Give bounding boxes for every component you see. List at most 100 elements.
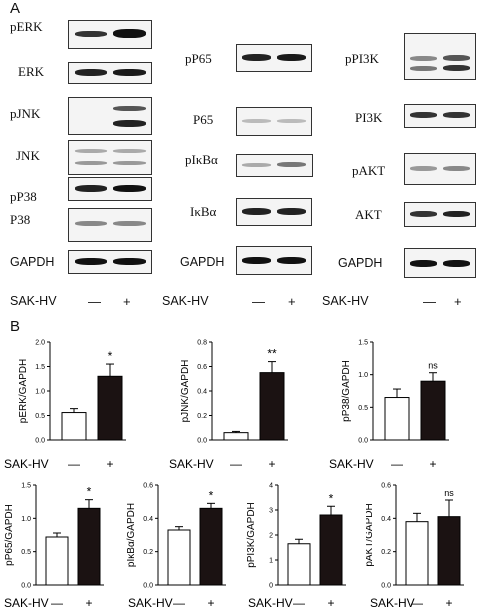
y-tick-label: 0.4 (197, 389, 207, 396)
y-tick-label: 1.0 (358, 372, 368, 379)
blot-image-pp65 (236, 44, 312, 72)
y-tick-label: 0.0 (381, 583, 391, 590)
blot-plus-3: + (454, 294, 462, 309)
blot-image-akt (404, 202, 476, 227)
x-axis-label: SAK-HV (4, 596, 49, 610)
bar-treated (437, 516, 461, 586)
bar-control (223, 432, 249, 441)
blot-treatment-label-1: SAK-HV (10, 294, 57, 308)
blot-image-pjnk (68, 97, 152, 135)
y-tick-label: 0.8 (197, 340, 207, 347)
bar-treated (420, 380, 446, 441)
y-tick-label: 2.0 (35, 340, 45, 347)
category-label-minus: — (68, 457, 80, 471)
y-tick-label: 0 (269, 583, 273, 590)
blot-label-erk: ERK (18, 64, 44, 79)
y-tick-label: 4 (269, 483, 273, 490)
bar-chart-pikba: 0.0 0.2 0.4 0.6 pIκBα/GAPDH — * + SAK-HV (126, 483, 226, 610)
y-tick-label: 0.0 (197, 438, 207, 445)
blot-image-ppi3k (404, 33, 476, 80)
bar-control (287, 543, 311, 586)
blot-label-pi3k: PI3K (355, 110, 383, 125)
y-tick-label: 0.5 (358, 405, 368, 412)
category-label-minus: — (293, 596, 305, 610)
bar-control (61, 412, 87, 441)
bar-chart-pp65: 0.0 0.5 1.0 1.5 pP65/GAPDH — * + SAK-HV (4, 483, 104, 610)
blot-label-pp65: pP65 (185, 51, 212, 66)
y-tick-label: 0.2 (197, 413, 207, 420)
y-axis-label: pP38/GAPDH (341, 360, 352, 422)
blot-image-p38 (68, 208, 152, 242)
bar-chart-perk: 0.0 0.5 1.0 1.5 2.0 pERK/GAPDH — * + SAK-HV (4, 340, 126, 471)
y-tick-label: 0.0 (21, 583, 31, 590)
y-tick-label: 0.6 (381, 483, 391, 490)
y-axis-label: pIκBα/GAPDH (126, 503, 137, 567)
y-axis-label: pAKT/GAPDH (366, 503, 375, 566)
y-tick-label: 0.4 (143, 516, 153, 523)
bar-treated (77, 507, 101, 586)
y-tick-label: 0.0 (35, 438, 45, 445)
bar-chart-pjnk: 0.0 0.2 0.4 0.6 0.8 pJNK/GAPDH — ** + SAK-HV (169, 340, 288, 471)
blot-image-gapdh-1 (68, 250, 152, 274)
blot-image-perk (68, 20, 152, 49)
blot-image-pp38 (68, 177, 152, 201)
y-tick-label: 1.5 (21, 483, 31, 490)
bar-chart-pp38: 0.0 0.5 1.0 1.5 pP38/GAPDH — ns + SAK-HV (329, 340, 449, 471)
blot-treatment-label-2: SAK-HV (162, 294, 209, 308)
blot-image-pi3k (404, 104, 476, 128)
y-tick-label: 1.0 (35, 389, 45, 396)
blot-minus-1: — (88, 294, 101, 309)
blot-minus-2: — (252, 294, 265, 309)
y-axis-label: pPI3K/GAPDH (246, 502, 257, 568)
y-tick-label: 0.6 (143, 483, 153, 490)
bar-treated (259, 372, 285, 441)
significance-marker: ns (444, 488, 454, 498)
blot-image-jnk (68, 140, 152, 175)
category-label-plus: + (268, 457, 275, 471)
y-tick-label: 1.0 (21, 516, 31, 523)
bar-control (167, 529, 191, 586)
category-label-plus: + (445, 596, 452, 610)
blot-label-gapdh-3: GAPDH (338, 256, 383, 270)
x-axis-label: SAK-HV (128, 596, 173, 610)
y-tick-label: 0.5 (21, 549, 31, 556)
blot-label-pjnk: pJNK (10, 106, 41, 121)
blot-plus-1: + (123, 294, 131, 309)
blot-image-ikba (236, 198, 312, 226)
bar-treated (199, 507, 223, 586)
blot-label-akt: AKT (355, 207, 382, 222)
x-axis-label: SAK-HV (169, 457, 214, 471)
significance-marker: ns (428, 361, 438, 371)
blot-image-gapdh-3 (404, 248, 476, 278)
category-label-minus: — (173, 596, 185, 610)
blot-label-p65: P65 (193, 112, 214, 127)
blot-label-pp38: pP38 (10, 189, 37, 204)
blot-image-gapdh-2 (236, 246, 312, 275)
category-label-minus: — (411, 596, 423, 610)
category-label-minus: — (230, 457, 242, 471)
blot-label-ikba: IκBα (190, 204, 217, 219)
blot-label-gapdh-1: GAPDH (10, 255, 55, 269)
y-tick-label: 0.5 (35, 413, 45, 420)
category-label-plus: + (327, 596, 334, 610)
y-tick-label: 3 (269, 508, 273, 515)
y-axis-label: pJNK/GAPDH (180, 360, 191, 423)
category-label-minus: — (391, 457, 403, 471)
x-axis-label: SAK-HV (248, 596, 293, 610)
y-axis-label: pERK/GAPDH (18, 359, 29, 423)
category-label-plus: + (106, 457, 113, 471)
blot-minus-3: — (423, 294, 436, 309)
bar-treated (97, 375, 123, 441)
bar-chart-pakt: 0.0 0.2 0.4 0.6 pAKT/GAPDH — ns + SAK-HV (366, 483, 464, 610)
blot-image-erk (68, 62, 152, 84)
y-tick-label: 0.0 (143, 583, 153, 590)
bar-treated (319, 514, 343, 586)
y-tick-label: 0.4 (381, 516, 391, 523)
category-label-plus: + (207, 596, 214, 610)
blot-image-p65 (236, 107, 312, 136)
bar-control (45, 536, 69, 586)
blot-label-pikba: pIκBα (185, 152, 218, 167)
y-tick-label: 1.5 (35, 364, 45, 371)
y-tick-label: 0.2 (143, 549, 153, 556)
blot-plus-2: + (288, 294, 296, 309)
